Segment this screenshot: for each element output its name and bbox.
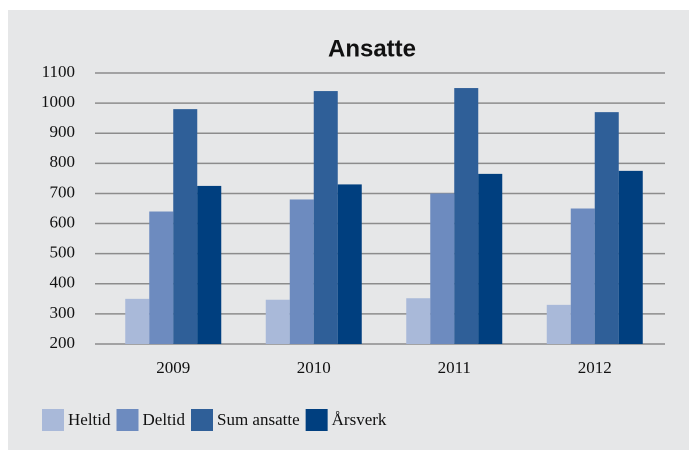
bar [313,91,338,344]
x-tick-label: 2010 [297,358,331,377]
bar [197,185,222,344]
bar [173,109,198,344]
bar [265,299,290,344]
bar [406,298,431,344]
x-tick-label: 2011 [438,358,471,377]
bar [149,211,174,344]
y-tick-label: 400 [50,273,76,292]
bar [454,88,479,344]
y-tick-label: 1100 [42,62,75,81]
legend-label: Sum ansatte [217,410,300,429]
bar [594,112,619,345]
y-tick-label: 600 [50,212,76,231]
bar [337,184,362,344]
legend-label: Deltid [143,410,186,429]
legend-swatch [191,409,213,431]
bar [430,193,455,344]
y-tick-label: 700 [50,182,76,201]
y-tick-label: 500 [50,243,76,262]
bar [570,208,595,344]
bar [618,170,643,344]
bar [546,304,571,344]
chart-title: Ansatte [328,35,416,62]
legend-swatch [42,409,64,431]
legend-label: Heltid [68,410,111,429]
y-tick-label: 200 [50,333,76,352]
legend-label: Årsverk [332,410,387,429]
y-tick-label: 800 [50,152,76,171]
y-tick-label: 900 [50,122,76,141]
legend-swatch [305,409,328,431]
legend-swatch [116,409,139,431]
y-tick-label: 1000 [41,92,75,111]
x-tick-label: 2012 [578,358,612,377]
bar [125,298,150,344]
y-tick-label: 300 [50,303,76,322]
bar [289,199,314,344]
x-tick-label: 2009 [156,358,190,377]
bar [478,173,503,344]
